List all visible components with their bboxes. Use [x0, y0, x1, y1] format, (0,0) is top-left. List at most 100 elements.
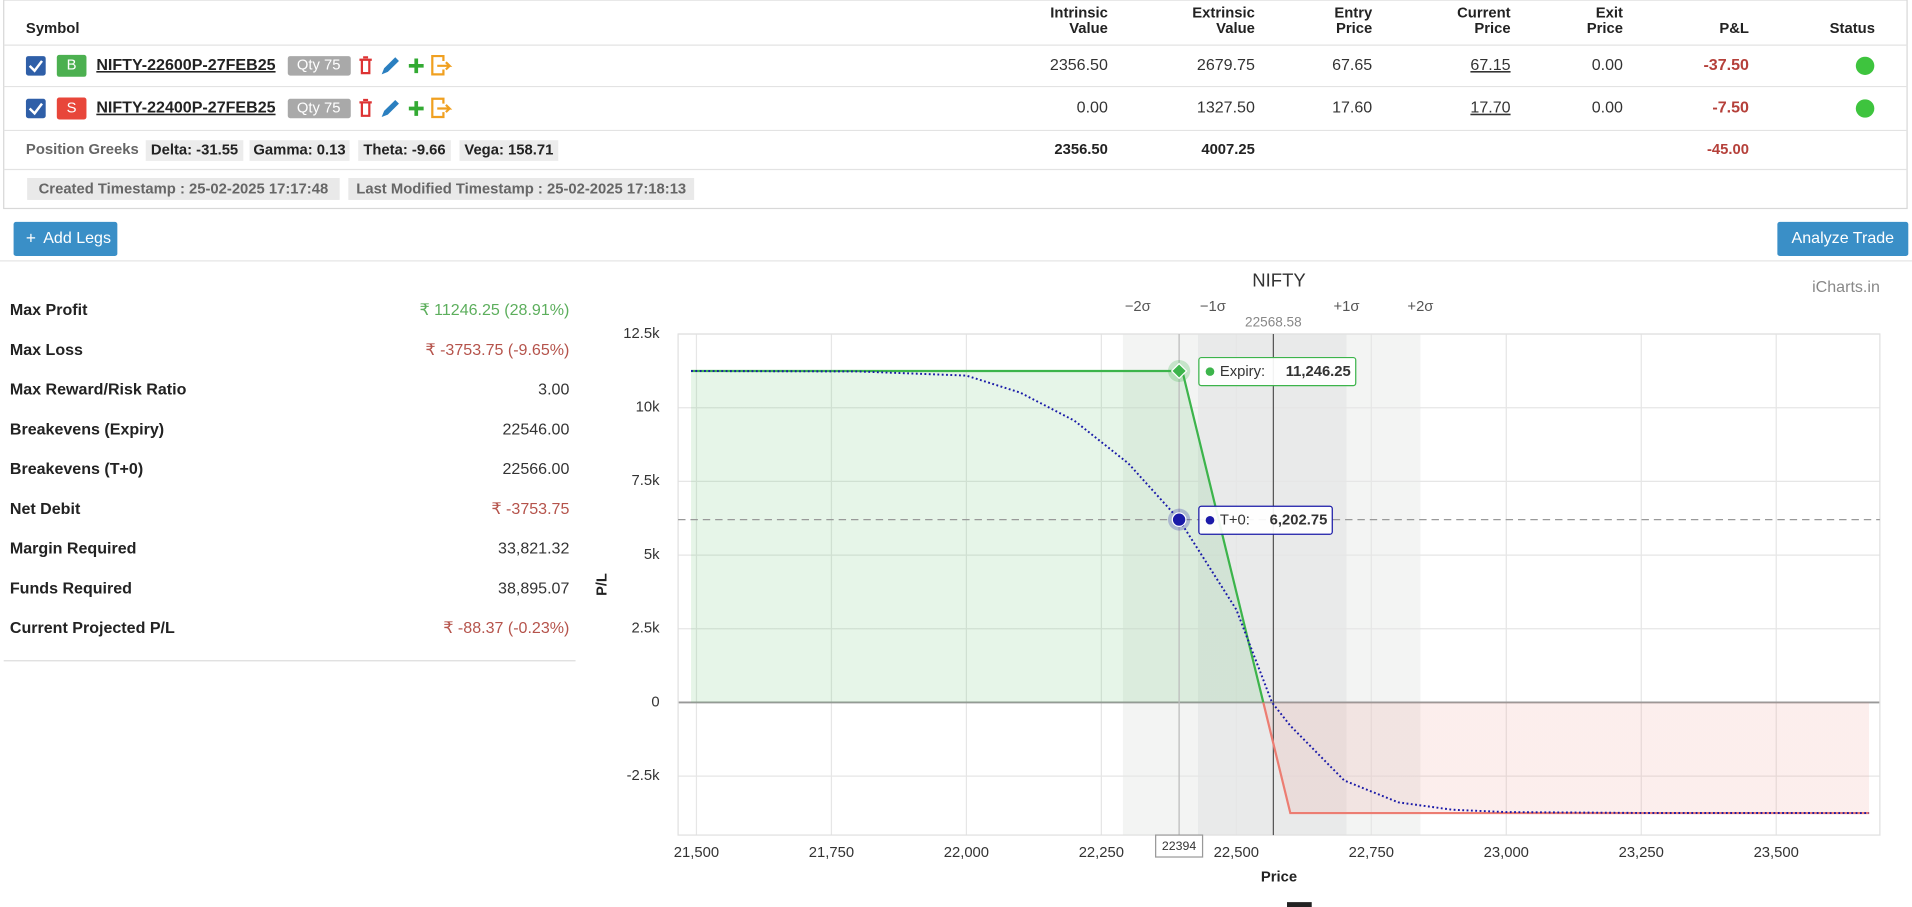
column-header: Intrinsic [1050, 5, 1108, 21]
stat-label: Max Reward/Risk Ratio [10, 382, 187, 399]
exit-icon[interactable] [431, 97, 453, 119]
y-tick-label: 0 [651, 694, 659, 710]
symbol-link[interactable]: NIFTY-22400P-27FEB25 [96, 100, 275, 117]
chart-title: NIFTY [1252, 270, 1305, 291]
cell: 1327.50 [1197, 100, 1255, 117]
side-badge [56, 54, 87, 77]
total-cell: -45.00 [1707, 142, 1749, 158]
x-tick-label: 21,500 [674, 845, 719, 861]
sigma-label: −1σ [1200, 299, 1226, 315]
greeks-label: Position Greeks [26, 142, 139, 158]
column-header: Price [1474, 21, 1510, 37]
cell: -37.50 [1703, 57, 1749, 74]
tooltip-box [1198, 505, 1333, 535]
add-icon[interactable] [408, 58, 424, 74]
x-axis-title: Price [1261, 870, 1297, 886]
tooltip-dot [1205, 515, 1215, 525]
cell: 17.70 [1470, 100, 1510, 117]
greek-value: Gamma: 0.13 [253, 143, 345, 159]
check-mark [28, 60, 43, 73]
side-label: B [67, 58, 77, 74]
stat-label: Max Loss [10, 342, 83, 359]
x-tick-label: 22,750 [1349, 845, 1394, 861]
qty-label: Qty 75 [297, 100, 341, 116]
plus-icon: + [26, 228, 36, 248]
cell: -7.50 [1712, 100, 1749, 117]
add-legs-button[interactable] [13, 221, 118, 257]
series-line [691, 370, 1870, 815]
side-label: S [67, 100, 77, 116]
stat-label: Funds Required [10, 580, 132, 597]
y-tick-label: 5k [644, 547, 660, 563]
stat-value: 22566.00 [502, 461, 569, 478]
y-tick-label: 2.5k [632, 621, 661, 637]
y-axis-title: P/L [595, 573, 611, 596]
stat-label: Breakevens (Expiry) [10, 421, 164, 438]
scroll-handle [1287, 902, 1312, 907]
column-header: Extrinsic [1192, 5, 1255, 21]
status-dot [1855, 56, 1875, 75]
analyze-label[interactable]: Analyze Trade [1792, 230, 1895, 247]
cell: 2679.75 [1197, 57, 1255, 74]
y-tick-label: 7.5k [632, 473, 661, 489]
greek-badge [459, 140, 559, 161]
stat-value: 22546.00 [502, 421, 569, 438]
delete-icon[interactable] [359, 98, 372, 117]
payoff-area [691, 370, 1870, 814]
stat-label: Current Projected P/L [10, 620, 175, 637]
column-header: Entry [1334, 5, 1373, 21]
greek-badge [249, 140, 350, 161]
symbol-link[interactable]: NIFTY-22600P-27FEB25 [96, 57, 275, 74]
tooltip-label: Expiry: [1220, 364, 1265, 380]
crosshair-label: 22394 [1162, 839, 1197, 853]
edit-icon[interactable] [381, 99, 399, 118]
sigma-label: +1σ [1333, 299, 1359, 315]
add-icon[interactable] [408, 101, 424, 116]
x-tick-label: 22,500 [1214, 845, 1259, 861]
timestamp-badge [27, 177, 340, 200]
column-header: Value [1216, 21, 1255, 37]
cell: 0.00 [1592, 57, 1623, 74]
spot-label: 22568.58 [1245, 315, 1302, 330]
delete-icon[interactable] [359, 56, 372, 75]
stat-value: 33,821.32 [498, 541, 570, 558]
analyze-button[interactable] [1777, 221, 1909, 257]
column-header: Status [1830, 21, 1875, 37]
x-tick-label: 23,500 [1754, 845, 1799, 861]
y-tick-label: 10k [636, 400, 661, 416]
sigma-label: +2σ [1407, 299, 1433, 315]
tooltip-dot [1205, 367, 1215, 376]
x-tick-label: 22,000 [944, 845, 989, 861]
greek-badge [358, 140, 451, 161]
cell: 0.00 [1077, 100, 1108, 117]
checkbox[interactable] [25, 98, 46, 119]
cell: 0.00 [1592, 100, 1623, 117]
x-tick-label: 22,250 [1079, 845, 1124, 861]
timestamp: Last Modified Timestamp : 25-02-2025 17:… [356, 182, 686, 198]
greek-value: Delta: -31.55 [151, 143, 238, 159]
column-header: P&L [1719, 21, 1749, 37]
qty-label: Qty 75 [297, 58, 341, 74]
plot-frame [677, 333, 1881, 836]
x-tick-label: 23,000 [1484, 845, 1529, 861]
stat-value: ₹ -3753.75 (-9.65%) [425, 342, 569, 359]
tooltip-value: 11,246.25 [1286, 364, 1351, 380]
marker [1170, 362, 1188, 380]
edit-icon[interactable] [381, 57, 399, 75]
greek-value: Vega: 158.71 [464, 143, 553, 159]
column-header: Value [1069, 21, 1108, 37]
x-tick-label: 23,250 [1619, 845, 1664, 861]
stat-label: Margin Required [10, 541, 137, 558]
timestamp-badge [348, 177, 695, 200]
checkbox[interactable] [25, 56, 46, 76]
total-cell: 4007.25 [1201, 142, 1255, 158]
add-legs-label[interactable]: Add Legs [43, 230, 111, 247]
y-tick-label: -2.5k [627, 768, 661, 784]
stat-label: Breakevens (T+0) [10, 461, 143, 478]
crosshair-label-box [1155, 834, 1204, 858]
timestamp: Created Timestamp : 25-02-2025 17:17:48 [39, 182, 329, 198]
greek-badge [145, 140, 244, 161]
exit-icon[interactable] [431, 54, 453, 76]
